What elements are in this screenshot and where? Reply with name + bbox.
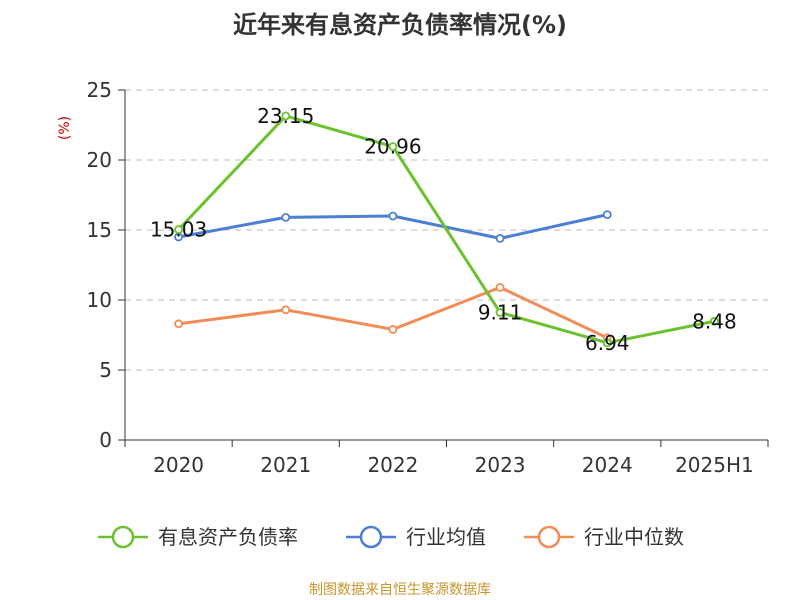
series-2: [174, 282, 612, 343]
data-point: [495, 308, 505, 317]
y-tick-label: 0: [99, 428, 112, 452]
data-point: [710, 316, 719, 326]
x-tick-label: 2022: [367, 453, 418, 477]
legend-swatch-marker: [359, 525, 383, 549]
data-labels: 15.03 23.15 20.96 9.11 6.94 8.48: [150, 104, 737, 355]
legend-item: 行业中位数: [524, 525, 684, 549]
data-point: [602, 210, 612, 220]
axes: 0 5 10 15 20 25 2020 2021 2022 2023 2024 2025H1: [87, 78, 769, 477]
x-tick-label: 2024: [582, 453, 633, 477]
x-tick-label: 2021: [260, 453, 311, 477]
legend-swatch-marker: [111, 525, 135, 549]
x-tick-label: 2025H1: [675, 453, 754, 477]
legend-label: 行业中位数: [584, 525, 684, 549]
data-point: [174, 319, 183, 329]
series-1: [174, 210, 612, 243]
data-point: [174, 225, 183, 234]
data-point: [388, 324, 398, 334]
data-label: 8.48: [692, 309, 737, 333]
y-axis-label: (%): [57, 116, 73, 140]
series-line: [177, 114, 715, 345]
legend-label: 有息资产负债率: [158, 525, 298, 549]
data-label: 23.15: [257, 104, 314, 128]
data-point: [281, 111, 291, 121]
data-point: [281, 212, 291, 222]
legend: 有息资产负债率 行业均值 行业中位数: [98, 525, 684, 549]
x-tick-label: 2020: [153, 453, 204, 477]
y-tick-label: 20: [87, 148, 112, 172]
data-label: 20.96: [364, 135, 421, 159]
legend-item: 行业均值: [346, 525, 486, 549]
x-tick-label: 2023: [475, 453, 526, 477]
series-0: [174, 111, 719, 348]
source-text: 制图数据来自恒生聚源数据库: [309, 582, 491, 598]
y-tick-label: 25: [87, 78, 112, 102]
legend-item: 有息资产负债率: [98, 525, 298, 549]
chart-title: 近年来有息资产负债率情况(%): [233, 11, 567, 39]
series-layer: [174, 111, 719, 348]
data-point: [281, 305, 291, 315]
legend-label: 行业均值: [406, 525, 486, 549]
data-label: 6.94: [585, 331, 630, 355]
y-tick-label: 5: [99, 358, 112, 382]
y-tick-label: 10: [87, 288, 112, 312]
data-label: 9.11: [478, 300, 523, 324]
y-tick-label: 15: [87, 218, 112, 242]
data-point: [602, 338, 612, 348]
data-point: [495, 282, 505, 292]
data-label: 15.03: [150, 218, 207, 242]
data-point: [388, 142, 398, 151]
legend-swatch-marker: [537, 525, 561, 549]
data-point: [495, 233, 505, 243]
data-point: [388, 211, 398, 221]
